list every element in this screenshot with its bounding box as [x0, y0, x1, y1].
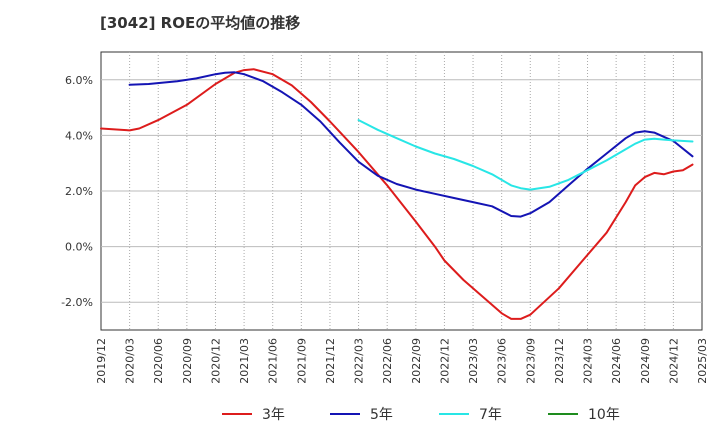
grid-layer [101, 52, 702, 330]
x-tick-label: 2022/06 [381, 338, 394, 384]
legend: 3年 5年 7年 10年 [222, 407, 620, 423]
x-tick-label: 2021/06 [267, 338, 280, 384]
y-axis: 6.0% 4.0% 2.0% 0.0% -2.0% [61, 74, 93, 309]
x-tick-label: 2024/09 [639, 338, 652, 384]
series-line-0 [100, 68, 694, 320]
x-tick-label: 2024/03 [582, 338, 595, 384]
x-tick-label: 2019/12 [95, 338, 108, 384]
legend-label-2: 7年 [479, 407, 502, 423]
x-axis: 2019/12 2020/03 2020/06 2020/09 2020/12 2021/… [95, 338, 709, 384]
y-tick-label: 0.0% [65, 241, 93, 254]
y-tick-label: 4.0% [65, 129, 93, 142]
y-tick-label: 6.0% [65, 74, 93, 87]
x-tick-label: 2020/06 [152, 338, 165, 384]
y-tick-label: 2.0% [65, 185, 93, 198]
x-tick-label: 2023/09 [524, 338, 537, 384]
series-layer [100, 68, 694, 320]
x-tick-label: 2021/12 [324, 338, 337, 384]
x-tick-label: 2024/06 [610, 338, 623, 384]
x-tick-label: 2023/12 [553, 338, 566, 384]
x-tick-label: 2022/09 [410, 338, 423, 384]
series-line-1 [128, 71, 694, 218]
x-tick-label: 2022/12 [438, 338, 451, 384]
x-tick-label: 2023/03 [467, 338, 480, 384]
legend-label-1: 5年 [370, 407, 393, 423]
x-tick-label: 2020/09 [181, 338, 194, 384]
x-tick-label: 2022/03 [353, 338, 366, 384]
chart-title: [3042] ROEの平均値の推移 [100, 14, 300, 32]
legend-label-3: 10年 [588, 407, 620, 423]
x-tick-label: 2025/03 [696, 338, 709, 384]
x-tick-label: 2020/03 [124, 338, 137, 384]
x-tick-label: 2021/03 [238, 338, 251, 384]
legend-label-0: 3年 [262, 407, 285, 423]
x-tick-label: 2020/12 [209, 338, 222, 384]
x-tick-label: 2021/09 [295, 338, 308, 384]
x-tick-label: 2023/06 [496, 338, 509, 384]
series-line-2 [357, 119, 694, 191]
x-tick-label: 2024/12 [667, 338, 680, 384]
y-tick-label: -2.0% [61, 296, 93, 309]
